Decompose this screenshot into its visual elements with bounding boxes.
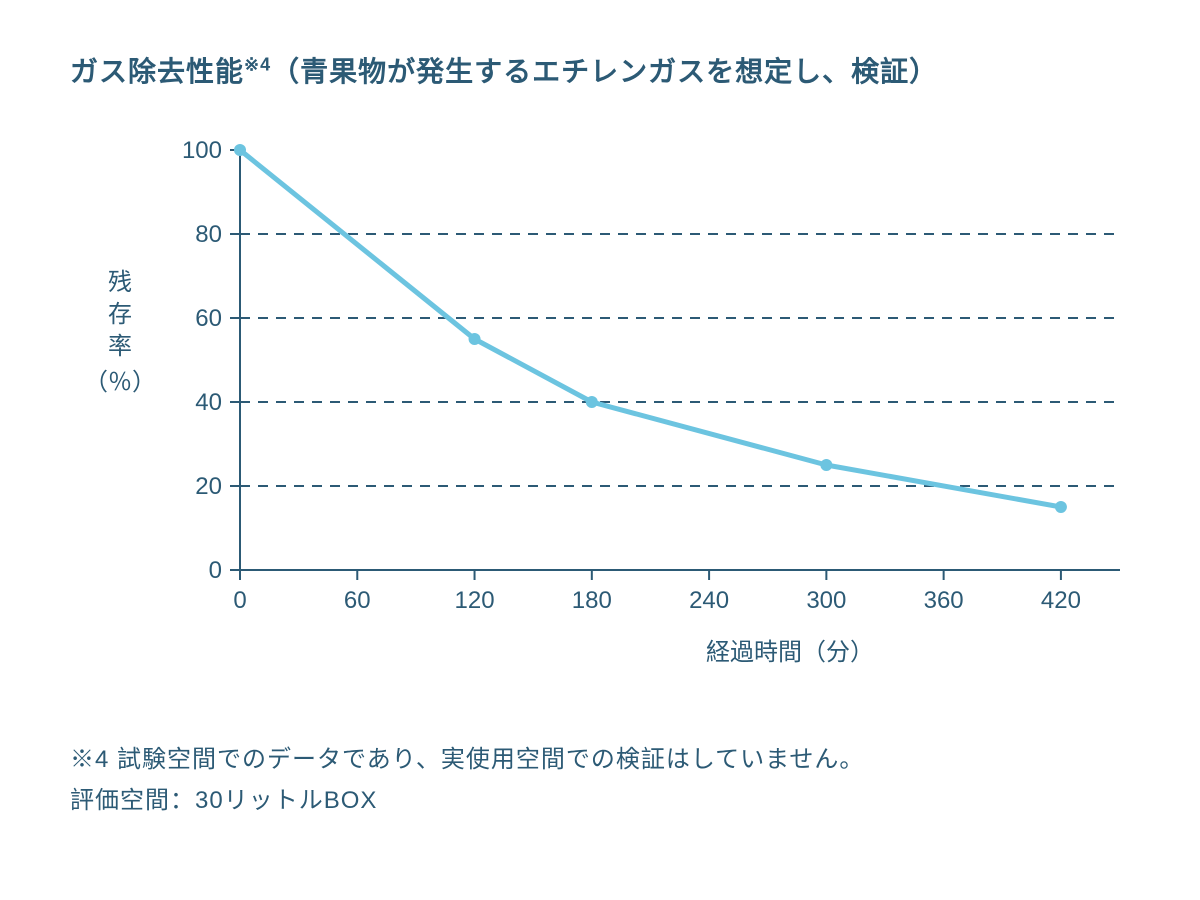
x-tick-label: 60 <box>344 587 371 614</box>
y-axis-label-char: 率 <box>108 333 132 360</box>
data-marker <box>234 144 246 156</box>
footnote-line1: ※4 試験空間でのデータであり、実使用空間での検証はしていません。 <box>70 740 1130 781</box>
y-tick-label: 0 <box>209 557 222 584</box>
y-axis-label-char: 残 <box>108 269 132 296</box>
chart-area: 0 20 40 60 80 100 0 60 120 180 240 300 360 420 残存率 （％） 経… <box>90 130 1130 690</box>
y-tick-label: 80 <box>195 221 222 248</box>
x-tick-label: 180 <box>572 587 612 614</box>
x-tick-label: 0 <box>233 587 246 614</box>
y-tick-label: 20 <box>195 473 222 500</box>
data-marker <box>586 396 598 408</box>
series-line <box>240 150 1061 507</box>
y-axis-label-pct: （％） <box>90 369 156 396</box>
y-tick-label: 40 <box>195 389 222 416</box>
x-tick-label: 420 <box>1041 587 1081 614</box>
x-tick-label: 300 <box>806 587 846 614</box>
title-main: ガス除去性能 <box>70 56 244 87</box>
chart-title: ガス除去性能※4（青果物が発生するエチレンガスを想定し、検証） <box>70 50 1130 90</box>
y-tick-label: 60 <box>195 305 222 332</box>
title-sup: ※4 <box>244 55 271 75</box>
y-tick-label: 100 <box>182 137 222 164</box>
footnote: ※4 試験空間でのデータであり、実使用空間での検証はしていません。 評価空間：3… <box>70 740 1130 822</box>
x-tick-label: 240 <box>689 587 729 614</box>
data-marker <box>469 333 481 345</box>
chart-svg: 0 20 40 60 80 100 0 60 120 180 240 300 360 420 残存率 （％） 経… <box>90 130 1130 690</box>
x-tick-label: 360 <box>924 587 964 614</box>
footnote-line2: 評価空間：30リットルBOX <box>70 781 1130 822</box>
x-tick-label: 120 <box>455 587 495 614</box>
title-paren: （青果物が発生するエチレンガスを想定し、検証） <box>271 56 938 87</box>
y-axis-label-char: 存 <box>108 301 132 328</box>
data-marker <box>1055 501 1067 513</box>
x-axis-label: 経過時間（分） <box>706 639 874 666</box>
data-marker <box>820 459 832 471</box>
